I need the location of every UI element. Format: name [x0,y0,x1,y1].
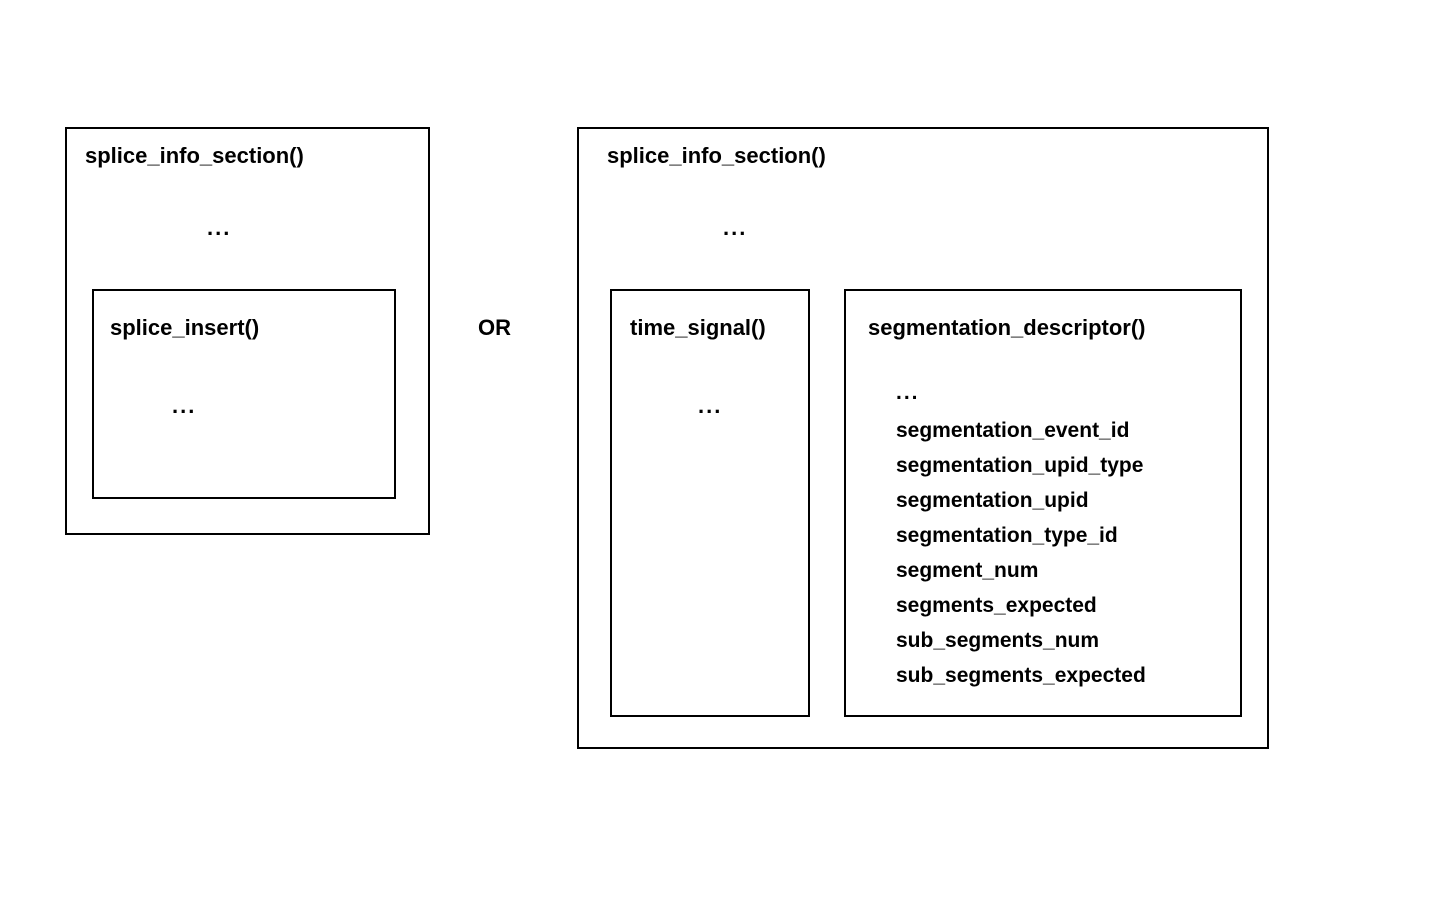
left-outer-ellipsis: ... [207,215,231,241]
time-signal-ellipsis: ... [698,393,722,419]
segmentation-field: segmentation_type_id [896,518,1146,553]
right-outer-box: splice_info_section() ... time_signal() … [577,127,1269,749]
segmentation-field: sub_segments_expected [896,658,1146,693]
left-inner-ellipsis: ... [172,393,196,419]
or-connector: OR [478,315,511,341]
right-outer-title: splice_info_section() [607,143,826,169]
left-outer-box: splice_info_section() ... splice_insert(… [65,127,430,535]
right-outer-ellipsis: ... [723,215,747,241]
time-signal-box: time_signal() ... [610,289,810,717]
segmentation-descriptor-title: segmentation_descriptor() [868,315,1146,341]
segmentation-fields: segmentation_event_idsegmentation_upid_t… [896,413,1146,693]
segmentation-descriptor-box: segmentation_descriptor() ... segmentati… [844,289,1242,717]
left-outer-title: splice_info_section() [85,143,304,169]
segmentation-field: sub_segments_num [896,623,1146,658]
segmentation-field: segmentation_upid_type [896,448,1146,483]
segmentation-field: segments_expected [896,588,1146,623]
time-signal-title: time_signal() [630,315,766,341]
segmentation-descriptor-ellipsis: ... [896,381,920,405]
left-inner-box: splice_insert() ... [92,289,396,499]
segmentation-field: segmentation_event_id [896,413,1146,448]
segmentation-field: segment_num [896,553,1146,588]
left-inner-title: splice_insert() [110,315,259,341]
segmentation-field: segmentation_upid [896,483,1146,518]
